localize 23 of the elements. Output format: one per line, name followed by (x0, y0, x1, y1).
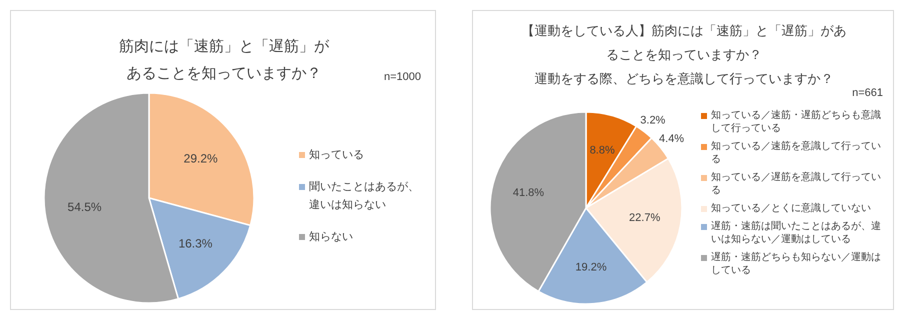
legend-label: 知らない (309, 230, 354, 245)
data-label: 8.8% (590, 144, 615, 157)
data-label: 19.2% (575, 261, 607, 274)
legend-label: 知っている (309, 148, 365, 163)
data-label: 41.8% (512, 186, 544, 199)
chart-subtitle: 運動をする際、どちらを意識して行っていますか？ (534, 71, 834, 86)
legend-label: 知っている／速筋・遅筋どちらも意識して行っている (711, 109, 882, 135)
legend-label: 聞いたことはあるが、違いは知らない (309, 180, 420, 213)
chart-title: 筋肉には「速筋」と「遅筋」があることを知っていますか？ (118, 37, 330, 84)
legend-label: 知っている／遅筋を意識して行っている (711, 171, 882, 197)
data-label: 4.4% (659, 132, 684, 145)
legend-label: 遅筋・速筋どちらも知らない／運動はしている (711, 251, 882, 277)
data-label: 29.2% (184, 151, 218, 166)
data-label: 54.5% (68, 200, 102, 214)
text: n=1000 (384, 71, 421, 83)
text: n=661 (852, 87, 883, 99)
legend-label: 遅筋・速筋は聞いたことはあるが、違いは知らない／運動はしている (711, 220, 882, 246)
data-label: 16.3% (178, 236, 213, 251)
data-label: 3.2% (640, 114, 666, 127)
legend-label: 知っている／とくに意識していない (711, 202, 872, 215)
legend-label: 知っている／速筋を意識して行っている (711, 140, 882, 166)
chart-title: 【運動をしている人】筋肉には「速筋」と「遅筋」があることを知っていますか？ (520, 22, 848, 64)
data-label: 22.7% (629, 212, 660, 224)
